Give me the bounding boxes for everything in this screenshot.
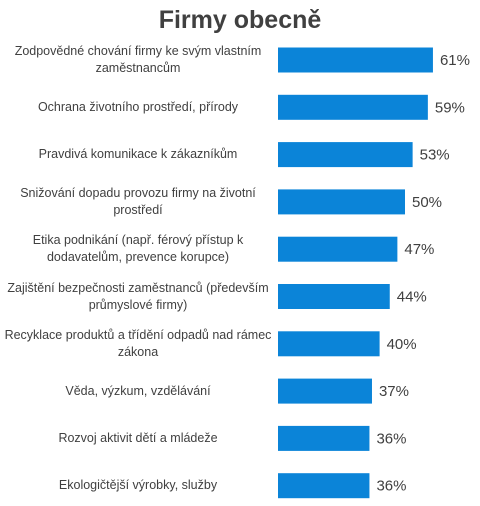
value-label-3: 53% xyxy=(420,147,450,164)
category-label-2: Ochrana životního prostředí, přírody xyxy=(37,99,239,114)
bar-2 xyxy=(278,94,428,120)
category-label-7: Recyklace produktů a třídění odpadů nad … xyxy=(4,327,272,359)
category-label-5: Etika podnikání (např. férový přístup k … xyxy=(32,233,244,265)
bar-4 xyxy=(278,189,405,215)
category-label-4: Snižování dopadu provozu firmy na životn… xyxy=(20,185,256,217)
value-label-9: 36% xyxy=(376,430,406,447)
value-label-5: 47% xyxy=(404,241,434,258)
bar-3 xyxy=(278,142,413,168)
category-label-3: Pravdivá komunikace k zákazníkům xyxy=(38,147,238,162)
bar-1 xyxy=(278,47,433,73)
value-label-8: 37% xyxy=(379,383,409,400)
category-label-10: Ekologičtější výrobky, služby xyxy=(58,478,218,493)
category-label-8: Věda, výzkum, vzdělávání xyxy=(65,383,211,398)
chart-title: Firmy obecně xyxy=(158,6,322,34)
bar-5 xyxy=(278,236,398,262)
bar-8 xyxy=(278,378,372,404)
value-label-7: 40% xyxy=(387,336,417,353)
category-label-1: Zodpovědné chování firmy ke svým vlastní… xyxy=(14,44,262,75)
value-label-2: 59% xyxy=(435,99,465,116)
bar-10 xyxy=(278,473,370,499)
value-label-10: 36% xyxy=(376,478,406,495)
bar-9 xyxy=(278,425,370,451)
value-label-1: 61% xyxy=(440,52,470,69)
value-label-6: 44% xyxy=(397,289,427,306)
bar-7 xyxy=(278,331,380,357)
value-label-4: 50% xyxy=(412,194,442,211)
bar-6 xyxy=(278,284,390,309)
category-label-9: Rozvoj aktivit dětí a mládeže xyxy=(58,430,218,445)
category-label-6: Zajištění bezpečnosti zaměstnanců (přede… xyxy=(7,280,269,312)
